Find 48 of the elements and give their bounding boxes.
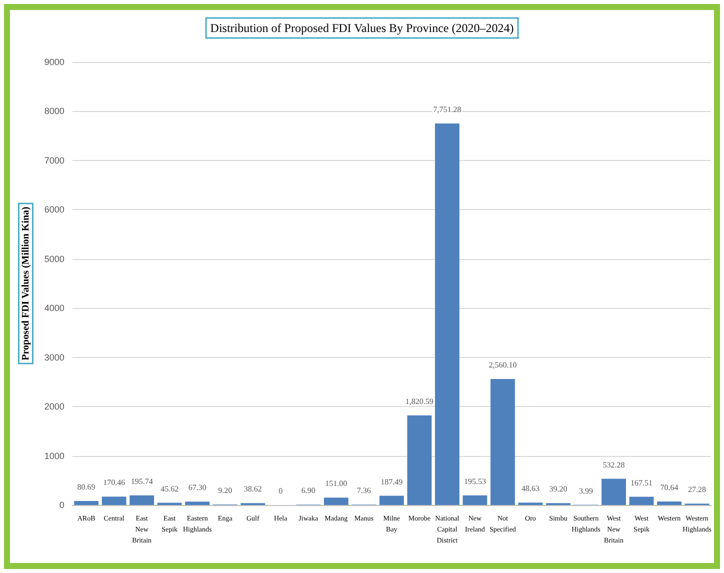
bar xyxy=(629,496,654,505)
data-label: 2,560.10 xyxy=(488,360,517,370)
data-label: 187.49 xyxy=(380,477,403,486)
y-tick-label: 8000 xyxy=(44,106,64,116)
bar xyxy=(602,478,626,505)
bar xyxy=(185,502,210,505)
bar xyxy=(407,415,432,505)
data-label: 70.64 xyxy=(660,483,678,492)
y-tick-label: 5000 xyxy=(44,254,64,264)
data-label: 27.28 xyxy=(688,485,706,494)
y-tick-label: 7000 xyxy=(44,155,64,166)
y-tick-label: 9000 xyxy=(44,57,64,67)
bar xyxy=(434,123,460,505)
y-tick-label: 1000 xyxy=(44,450,64,461)
data-label: 80.69 xyxy=(77,482,96,492)
data-label: 170.46 xyxy=(103,478,126,488)
data-label: 0 xyxy=(278,486,283,496)
bar xyxy=(657,502,682,505)
bar xyxy=(462,495,488,505)
bar xyxy=(490,378,515,505)
chart-title: Distribution of Proposed FDI Values By Province (2020–2024) xyxy=(210,21,514,35)
data-label: 3.99 xyxy=(578,486,593,496)
y-tick-label: 3000 xyxy=(44,352,64,362)
data-label: 38.62 xyxy=(244,484,262,494)
data-label: 67.30 xyxy=(188,483,206,492)
data-label: 9.20 xyxy=(218,486,232,496)
data-label: 48.63 xyxy=(521,484,540,494)
bar xyxy=(379,496,404,505)
data-label: 195.74 xyxy=(130,476,153,486)
data-label: 6.90 xyxy=(301,486,316,496)
data-label: 195.53 xyxy=(464,476,486,486)
bar xyxy=(74,501,99,505)
bar xyxy=(102,496,126,505)
data-label: 7,751.28 xyxy=(433,104,462,114)
data-label: 1,820.59 xyxy=(405,396,434,406)
y-tick-label: 4000 xyxy=(44,303,64,314)
data-label: 532.28 xyxy=(602,460,625,470)
data-label: 39.20 xyxy=(549,484,568,494)
bar xyxy=(130,495,154,505)
y-axis-title: Proposed FDI Values (Million Kina) xyxy=(20,206,32,360)
data-label: 7.36 xyxy=(356,486,371,496)
data-label: 45.62 xyxy=(160,484,179,494)
data-label: 151.00 xyxy=(325,479,348,488)
y-tick-label: 2000 xyxy=(44,402,64,412)
data-label: 167.51 xyxy=(630,478,653,488)
bar xyxy=(324,498,348,505)
y-tick-label: 6000 xyxy=(44,204,64,215)
y-tick-label: 0 xyxy=(59,500,64,510)
